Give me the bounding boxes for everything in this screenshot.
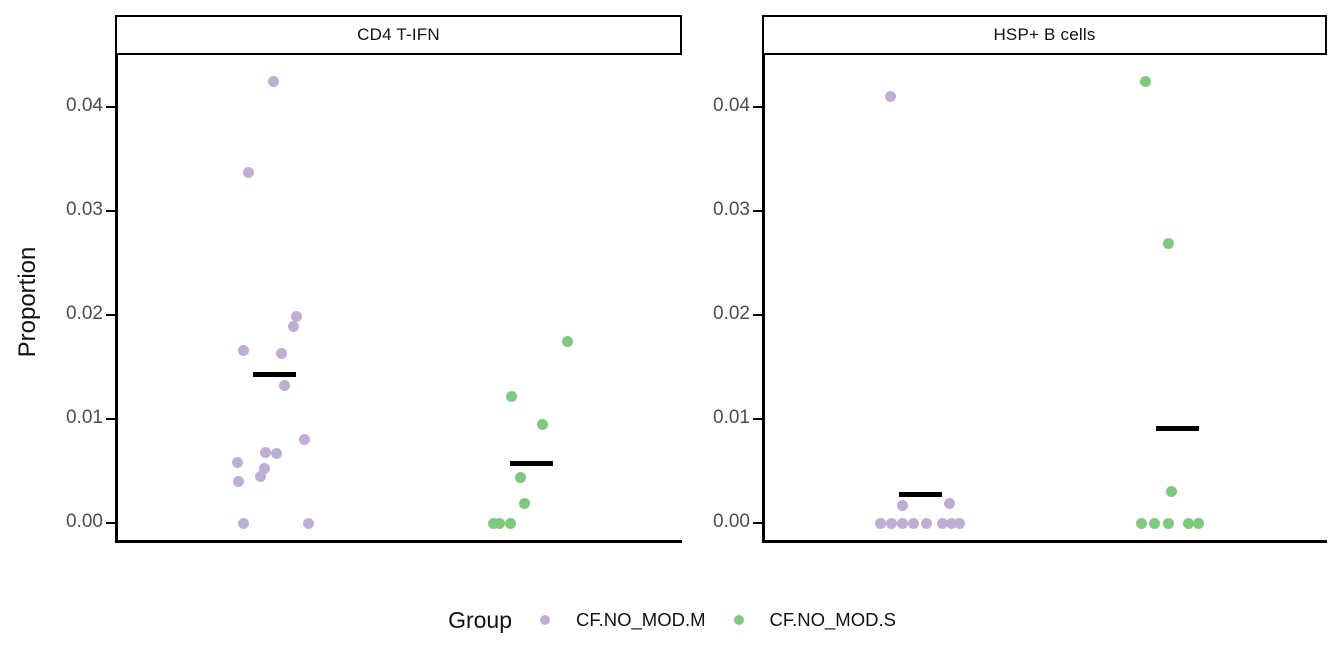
facet-strip-cd4-t-ifn: CD4 T-IFN (115, 15, 682, 55)
data-point-CF.NO_MOD.M (299, 434, 311, 446)
data-point-CF.NO_MOD.M (233, 475, 245, 487)
data-point-CF.NO_MOD.M (302, 517, 314, 529)
data-point-CF.NO_MOD.M (275, 347, 287, 359)
legend-item-label: CF.NO_MOD.M (576, 609, 706, 630)
y-tick-label: 0.04 (713, 95, 750, 117)
data-point-CF.NO_MOD.M (278, 380, 290, 392)
y-tick-label: 0.03 (66, 199, 103, 221)
data-point-CF.NO_MOD.S (1162, 517, 1174, 529)
data-point-CF.NO_MOD.M (920, 517, 932, 529)
data-point-CF.NO_MOD.S (1165, 486, 1177, 498)
data-point-CF.NO_MOD.M (896, 499, 908, 511)
legend-swatch-dot-icon (733, 615, 744, 625)
mean-crossbar-CF.NO_MOD.M (253, 371, 297, 377)
facet-strip-label: CD4 T-IFN (357, 25, 440, 44)
data-point-CF.NO_MOD.S (1163, 237, 1175, 249)
y-tick-mark (753, 417, 762, 421)
legend-item-cf-no-mod-s: CF.NO_MOD.S (733, 609, 896, 631)
data-point-CF.NO_MOD.M (254, 470, 266, 482)
data-point-CF.NO_MOD.M (896, 517, 908, 529)
data-point-CF.NO_MOD.S (536, 418, 548, 430)
panel-plot-area-cd4-t-ifn (115, 55, 682, 543)
data-point-CF.NO_MOD.S (561, 335, 573, 347)
mean-crossbar-CF.NO_MOD.M (898, 492, 942, 498)
y-tick-label: 0.01 (66, 407, 103, 429)
data-point-CF.NO_MOD.M (944, 497, 956, 509)
data-point-CF.NO_MOD.M (874, 517, 886, 529)
y-tick-mark (106, 521, 115, 525)
y-tick-mark (753, 209, 762, 213)
data-point-CF.NO_MOD.M (243, 167, 255, 179)
y-tick-label: 0.02 (713, 303, 750, 325)
data-point-CF.NO_MOD.M (954, 517, 966, 529)
y-tick-mark (753, 313, 762, 317)
data-point-CF.NO_MOD.M (238, 344, 250, 356)
data-point-CF.NO_MOD.M (936, 517, 948, 529)
legend: Group CF.NO_MOD.M CF.NO_MOD.S (0, 596, 1344, 644)
y-tick-label: 0.01 (713, 407, 750, 429)
legend-item-cf-no-mod-m: CF.NO_MOD.M (540, 609, 706, 631)
y-tick-label: 0.02 (66, 303, 103, 325)
legend-swatch-dot-icon (540, 615, 550, 625)
data-point-CF.NO_MOD.S (515, 471, 527, 483)
data-point-CF.NO_MOD.S (494, 517, 506, 529)
legend-title: Group (448, 606, 512, 633)
facet-strip-hsp-b-cells: HSP+ B cells (762, 15, 1327, 55)
y-tick-mark (106, 313, 115, 317)
y-tick-mark (753, 521, 762, 525)
data-point-CF.NO_MOD.S (1136, 517, 1148, 529)
y-tick-mark (106, 209, 115, 213)
mean-crossbar-CF.NO_MOD.S (509, 461, 553, 467)
data-point-CF.NO_MOD.M (885, 517, 897, 529)
panel-plot-area-hsp-b-cells (762, 55, 1327, 543)
data-point-CF.NO_MOD.S (1148, 517, 1160, 529)
y-tick-label: 0.00 (66, 511, 103, 533)
data-point-CF.NO_MOD.S (506, 390, 518, 402)
data-point-CF.NO_MOD.S (504, 517, 516, 529)
legend-item-label: CF.NO_MOD.S (769, 609, 896, 630)
data-point-CF.NO_MOD.M (945, 517, 957, 529)
data-point-CF.NO_MOD.S (1183, 517, 1195, 529)
data-point-CF.NO_MOD.S (1140, 75, 1152, 87)
y-tick-label: 0.03 (713, 199, 750, 221)
data-point-CF.NO_MOD.M (885, 91, 897, 103)
data-point-CF.NO_MOD.S (519, 497, 531, 509)
y-tick-label: 0.04 (66, 95, 103, 117)
y-tick-label: 0.00 (713, 511, 750, 533)
data-point-CF.NO_MOD.M (259, 463, 271, 475)
facet-strip-label: HSP+ B cells (993, 25, 1096, 44)
data-point-CF.NO_MOD.S (487, 517, 499, 529)
data-point-CF.NO_MOD.S (1192, 517, 1204, 529)
data-point-CF.NO_MOD.M (232, 457, 244, 469)
y-tick-mark (106, 105, 115, 109)
data-point-CF.NO_MOD.M (271, 447, 283, 459)
data-point-CF.NO_MOD.M (290, 310, 302, 322)
y-axis-title: Proportion (14, 246, 41, 358)
y-tick-mark (106, 417, 115, 421)
data-point-CF.NO_MOD.M (259, 446, 271, 458)
data-point-CF.NO_MOD.M (288, 320, 300, 332)
data-point-CF.NO_MOD.M (268, 75, 280, 87)
y-tick-mark (753, 105, 762, 109)
data-point-CF.NO_MOD.M (237, 517, 249, 529)
data-point-CF.NO_MOD.M (908, 517, 920, 529)
mean-crossbar-CF.NO_MOD.S (1156, 425, 1199, 431)
